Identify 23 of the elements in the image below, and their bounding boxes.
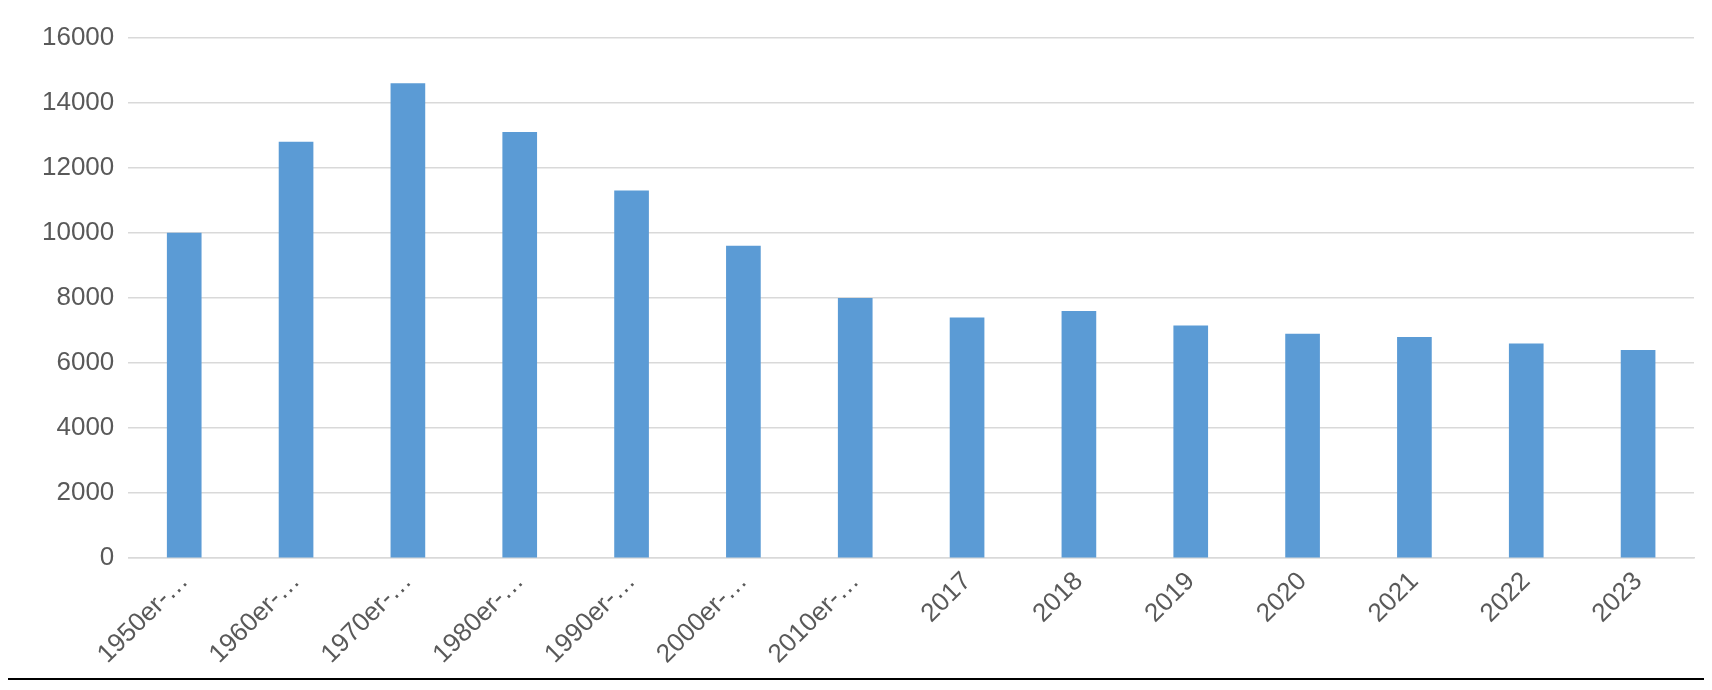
bar (614, 190, 649, 558)
y-tick-label: 12000 (41, 150, 115, 181)
bar (1620, 349, 1656, 558)
y-tick-label: 6000 (56, 346, 115, 377)
bar (166, 232, 202, 558)
bar (502, 131, 538, 558)
y-tick-label: 16000 (41, 20, 115, 51)
y-tick-label: 8000 (56, 281, 115, 312)
bar (1285, 333, 1320, 558)
y-tick-label: 4000 (56, 411, 115, 442)
bar (1061, 310, 1097, 558)
y-tick-label: 2000 (56, 476, 115, 507)
y-tick-label: 10000 (41, 215, 115, 246)
y-tick-label: 14000 (41, 85, 115, 116)
bar (278, 141, 314, 558)
bar (1508, 343, 1544, 558)
bar (1397, 336, 1432, 558)
bar (390, 83, 426, 558)
bar (1173, 325, 1209, 558)
bar (837, 297, 873, 558)
bar (726, 245, 761, 558)
y-tick-label: 0 (99, 541, 115, 572)
bar (949, 317, 985, 558)
